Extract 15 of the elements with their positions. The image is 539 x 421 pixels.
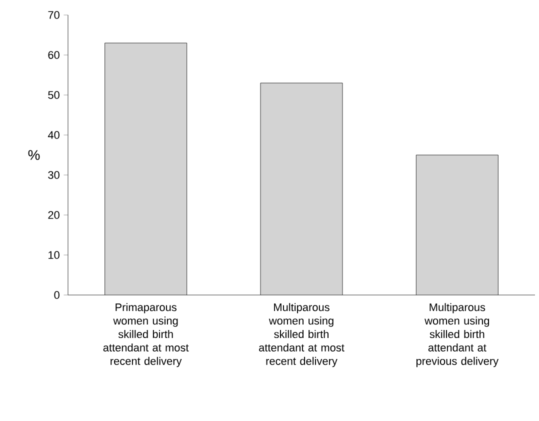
y-tick-label: 0 [54,291,60,299]
y-tick-label: 50 [48,91,60,99]
y-tick-label: 10 [48,251,60,259]
y-tick-label: 40 [48,131,60,139]
bar [104,43,187,295]
x-tick-label: Multiparous women using skilled birth attendant at most recent delivery [259,303,344,368]
bar [416,154,498,295]
bar [260,83,343,295]
x-tick-label: Multiparous women using skilled birth attendant at previous delivery [416,303,499,368]
x-tick-label: Primaparous women using skilled birth attendant at most recent delivery [103,303,189,368]
y-tick-label: 20 [48,211,60,219]
y-axis-title: % [28,150,40,160]
y-tick-label: 30 [48,171,60,179]
y-tick-label: 60 [48,51,60,59]
y-tick-label: 70 [48,11,60,19]
